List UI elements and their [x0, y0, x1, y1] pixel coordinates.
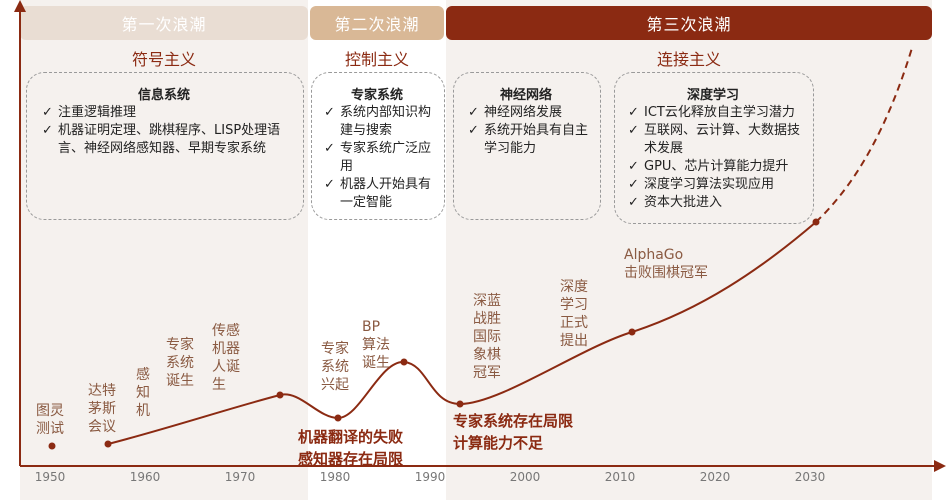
neural-network-box	[453, 72, 601, 220]
deep-learning-list: ✓ ICT云化释放自主学习潜力 ✓ 互联网、云计算、大数据技术发展 ✓ GPU、芯片计…	[628, 104, 806, 212]
list-item: ✓ 资本大批进入	[628, 195, 723, 210]
check-icon: ✓	[628, 195, 639, 210]
wave1-subtitle: 符号主义	[131, 50, 196, 69]
milestone-deep-learning: 深度 学习 正式 提出	[560, 279, 588, 349]
info-system-box	[26, 72, 304, 220]
dot-alphago	[812, 218, 820, 226]
x-tick-label: 1970	[224, 470, 256, 484]
projection-curve	[815, 47, 913, 223]
y-axis-arrow	[14, 0, 26, 12]
milestone-expert-system-rise: 专家 系统 兴起	[321, 341, 349, 393]
dot-peak1	[276, 391, 284, 399]
milestone-turing: 图灵 测试	[36, 403, 64, 437]
x-tick-label: 2010	[604, 470, 636, 484]
deep-learning-title: 深度学习	[686, 88, 739, 103]
expert-system-list: ✓ 系统内部知识构建与搜索 ✓ 专家系统广泛应用 ✓ 机器人开始具有一定智能	[324, 104, 436, 212]
list-item: ✓ 专家系统广泛应用	[324, 141, 432, 174]
check-icon: ✓	[324, 141, 335, 156]
milestone-dartmouth: 达特 茅斯 会议	[88, 383, 116, 435]
wave2-subtitle: 控制主义	[344, 50, 409, 69]
wave3-subtitle: 连接主义	[656, 50, 721, 69]
milestone-deep-blue: 深蓝 战胜 国际 象棋 冠军	[473, 293, 501, 381]
list-item: ✓ 系统开始具有自主学习能力	[468, 123, 589, 156]
deep-learning-box	[614, 72, 814, 224]
check-icon: ✓	[42, 105, 53, 120]
setback-second-winter: 专家系统存在局限 计算能力不足	[453, 412, 574, 452]
wave1-header: 第一次浪潮	[20, 6, 308, 40]
development-curve	[107, 221, 817, 445]
dot-peak2	[400, 358, 408, 366]
list-item: ✓ ICT云化释放自主学习潜力	[628, 105, 795, 120]
wave2-header: 第二次浪潮	[310, 6, 444, 40]
info-system-title: 信息系统	[137, 88, 190, 103]
expert-system-box	[311, 72, 445, 220]
list-item: ✓ 互联网、云计算、大数据技术发展	[628, 123, 801, 156]
list-item: ✓ 系统内部知识构建与搜索	[324, 105, 432, 138]
list-item: ✓ 深度学习算法实现应用	[628, 177, 775, 192]
check-icon: ✓	[468, 123, 479, 138]
list-item: ✓ 神经网络发展	[468, 105, 563, 120]
list-item: ✓ 机器证明定理、跳棋程序、LISP处理语言、神经网络感知器、早期专家系统	[42, 123, 281, 156]
check-icon: ✓	[324, 177, 335, 192]
x-tick-label: 2000	[509, 470, 541, 484]
milestone-perceptron: 感 知 机	[136, 367, 150, 419]
check-icon: ✓	[628, 177, 639, 192]
milestone-sensor-robot: 传感 机器 人诞 生	[212, 323, 240, 393]
check-icon: ✓	[42, 123, 53, 138]
check-icon: ✓	[468, 105, 479, 120]
expert-system-title: 专家系统	[350, 88, 403, 103]
dot-turing	[48, 442, 56, 450]
list-item: ✓ 机器人开始具有一定智能	[324, 177, 432, 210]
dot-trough2	[456, 400, 464, 408]
setback-first-winter: 机器翻译的失败 感知器存在局限	[298, 428, 404, 468]
dot-deep-learning	[628, 328, 636, 336]
check-icon: ✓	[628, 159, 639, 174]
neural-network-list: ✓ 神经网络发展 ✓ 系统开始具有自主学习能力	[468, 104, 590, 158]
x-tick-label: 2020	[699, 470, 731, 484]
x-axis-arrow	[934, 460, 946, 472]
x-tick-label: 1990	[414, 470, 446, 484]
dot-dartmouth	[104, 440, 112, 448]
x-tick-label: 1980	[319, 470, 351, 484]
neural-network-title: 神经网络	[499, 88, 552, 103]
info-system-list: ✓ 注重逻辑推理 ✓ 机器证明定理、跳棋程序、LISP处理语言、神经网络感知器、早期…	[42, 104, 292, 158]
wave3-panel	[446, 0, 932, 500]
milestone-bp-algorithm: BP 算法 诞生	[362, 319, 390, 371]
x-tick-label: 1950	[34, 470, 66, 484]
check-icon: ✓	[628, 105, 639, 120]
milestone-alphago: AlphaGo 击败围棋冠军	[624, 247, 708, 281]
x-tick-label: 2030	[794, 470, 826, 484]
dot-trough1	[334, 414, 342, 422]
list-item: ✓ GPU、芯片计算能力提升	[628, 159, 789, 174]
x-tick-label: 1960	[129, 470, 161, 484]
milestone-expert-system-birth: 专家 系统 诞生	[166, 337, 194, 389]
list-item: ✓ 注重逻辑推理	[42, 105, 137, 120]
check-icon: ✓	[324, 105, 335, 120]
check-icon: ✓	[628, 123, 639, 138]
wave3-header: 第三次浪潮	[446, 6, 932, 40]
wave1-panel	[20, 0, 308, 500]
